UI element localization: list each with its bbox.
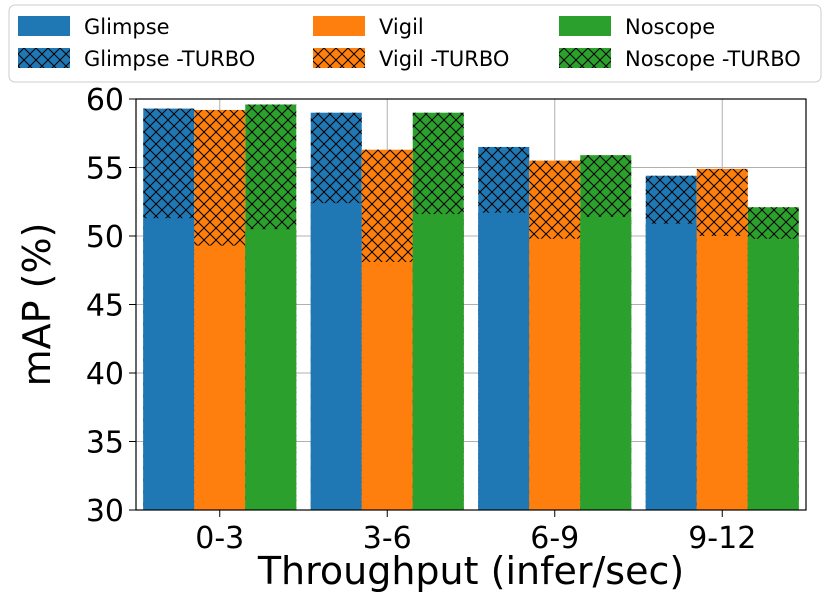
y-tick-label: 40 — [86, 357, 124, 392]
bar-glimpse-6-9 — [478, 212, 530, 510]
bar-vigil-6-9 — [529, 238, 581, 511]
y-tick-label: 60 — [86, 83, 124, 118]
bar-noscope-9-12 — [747, 238, 799, 511]
legend-label-glimpse-turbo: Glimpse -TURBO — [84, 47, 255, 71]
legend-label-glimpse: Glimpse — [84, 15, 170, 39]
x-axis-ticks: 0-3 3-6 6-9 9-12 — [195, 510, 756, 556]
legend-label-vigil-turbo: Vigil -TURBO — [379, 47, 509, 71]
legend-swatch-hatch-glimpse-turbo — [18, 48, 70, 68]
x-tick-label: 0-3 — [195, 521, 244, 556]
x-tick-label: 6-9 — [530, 521, 579, 556]
legend: Glimpse Vigil Noscope Glimpse -TURBO Vigil -… — [8, 4, 822, 83]
y-axis-label: mAP (%) — [15, 223, 59, 387]
legend-swatch-vigil — [313, 16, 365, 36]
x-tick-label: 3-6 — [363, 521, 412, 556]
y-tick-label: 30 — [86, 494, 124, 529]
y-tick-label: 50 — [86, 220, 124, 255]
bar-noscope-6-9 — [580, 216, 632, 510]
x-axis-label: Throughput (infer/sec) — [257, 549, 684, 593]
bar-noscope-3-6 — [412, 214, 464, 510]
bars — [143, 104, 799, 511]
bar-vigil-3-6 — [361, 262, 413, 510]
y-tick-label: 55 — [86, 152, 124, 187]
bar-glimpse-3-6 — [310, 203, 362, 510]
y-tick-label: 45 — [86, 289, 124, 324]
bar-glimpse-9-12 — [645, 223, 697, 511]
legend-swatch-glimpse — [18, 16, 70, 36]
legend-swatch-hatch-noscope-turbo — [559, 48, 611, 68]
x-tick-label: 9-12 — [688, 521, 756, 556]
legend-label-noscope-turbo: Noscope -TURBO — [625, 47, 801, 71]
legend-label-noscope: Noscope — [625, 15, 715, 39]
legend-box — [8, 4, 822, 83]
legend-label-vigil: Vigil — [379, 15, 424, 39]
bar-vigil-9-12 — [696, 236, 748, 510]
legend-swatch-noscope — [559, 16, 611, 36]
legend-swatch-hatch-vigil-turbo — [313, 48, 365, 68]
bar-noscope-0-3 — [245, 229, 297, 510]
y-axis-ticks: 30 35 40 45 50 55 60 — [86, 83, 136, 529]
y-tick-label: 35 — [86, 426, 124, 461]
bar-vigil-0-3 — [194, 245, 246, 510]
bar-glimpse-0-3 — [143, 218, 195, 510]
